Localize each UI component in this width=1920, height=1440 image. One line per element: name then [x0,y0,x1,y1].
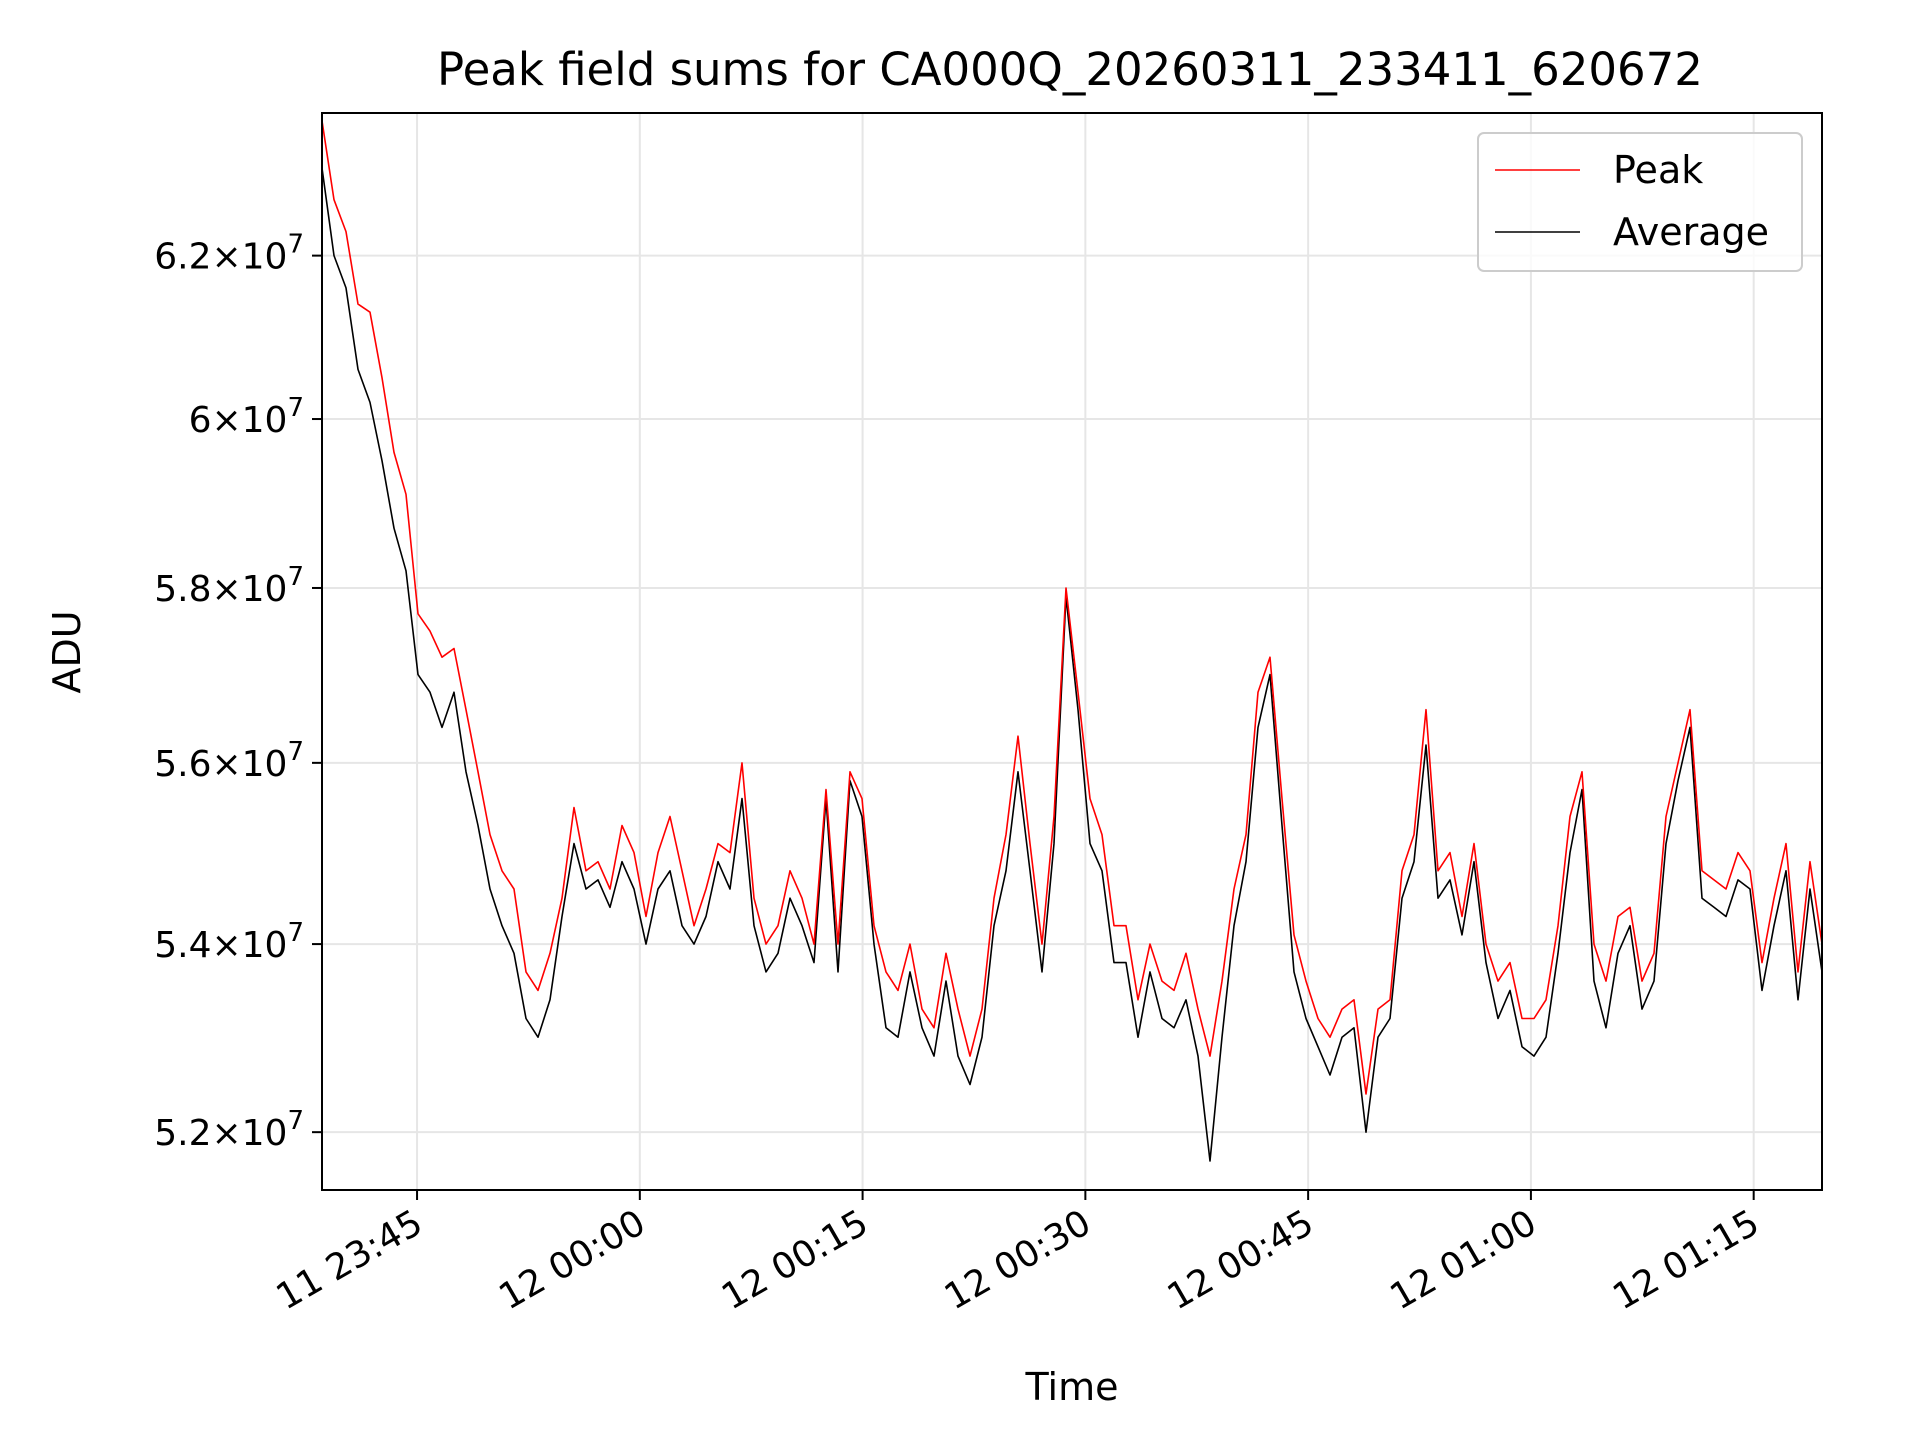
y-tick-label: 6.2×107 [154,230,304,278]
chart-title: Peak field sums for CA000Q_20260311_2334… [437,43,1703,96]
legend: Peak Average [1477,132,1803,272]
y-axis: 5.2×107 5.4×107 5.6×107 5.8×107 6×107 6.2×107 [154,230,322,1154]
series-group [321,120,1823,1162]
grid [322,113,1822,1190]
y-tick-label: 5.6×107 [154,737,304,785]
y-tick-label: 5.8×107 [154,562,304,610]
x-axis-label: Time [1025,1365,1119,1409]
plot-frame [321,112,1823,1191]
legend-label-average: Average [1613,210,1769,254]
y-tick-label: 6×107 [189,393,304,441]
legend-label-peak: Peak [1613,148,1703,192]
series-line-average [321,167,1823,1162]
y-axis-label: ADU [45,610,89,693]
legend-box [1477,132,1803,272]
series-line-peak [321,120,1823,1095]
y-tick-label: 5.2×107 [154,1106,304,1154]
y-tick-label: 5.4×107 [154,918,304,966]
